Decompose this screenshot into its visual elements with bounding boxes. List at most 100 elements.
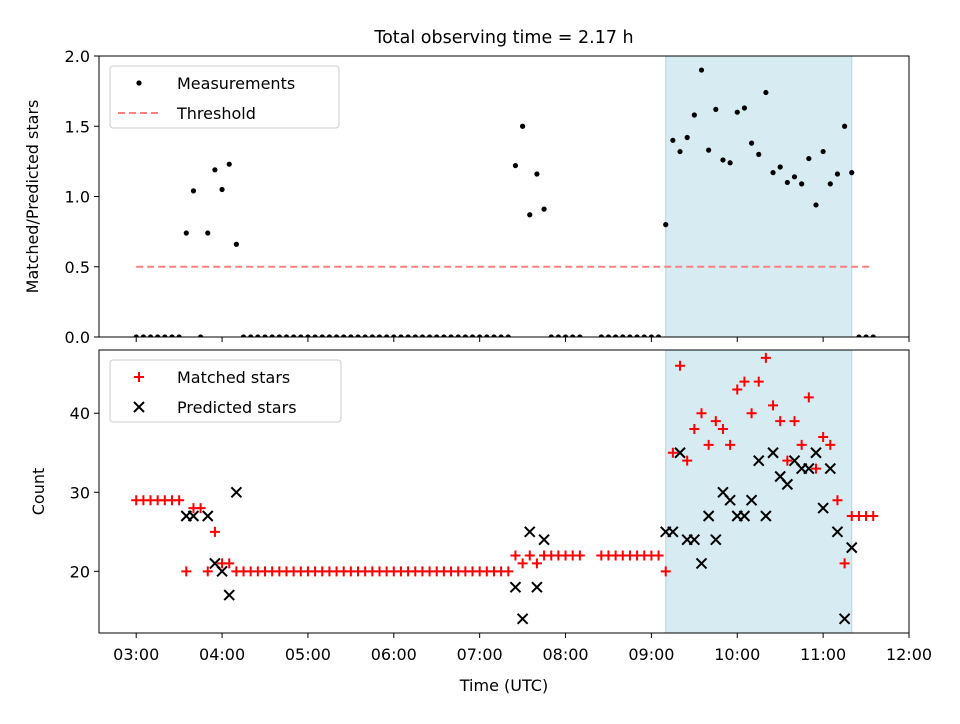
plot-area [131,352,879,625]
matched-stars-point [195,503,206,514]
measurements-point [226,161,232,167]
y-tick-label: 1.5 [65,117,90,136]
legend-label: Matched stars [177,368,290,387]
measurements-point [734,109,740,115]
predicted-stars-point [745,494,758,506]
predicted-stars-point [674,447,686,459]
measurements-point [176,334,182,337]
predicted-stars-point [223,589,235,601]
matched-stars-point [682,455,693,466]
matched-stars-point [832,495,843,506]
measurements-point [634,334,640,337]
matched-stars-point [782,455,793,466]
matched-stars-point [732,384,743,395]
matched-stars-point [703,439,714,450]
measurements-point [663,222,669,228]
measurements-point [140,334,146,337]
measurements-point [412,334,418,337]
predicted-stars-point [781,478,794,491]
y-tick-label: 1.0 [65,188,90,207]
matched-stars-point [209,526,220,537]
measurements-point [613,334,619,337]
predicted-stars-point [538,534,550,546]
predicted-stars-point [831,526,844,538]
measurements-point [233,241,239,247]
measurements-point [219,186,225,193]
predicted-stars-point [688,534,701,546]
axes-frame [98,349,910,634]
matched-stars-point [503,566,514,577]
plot-area [133,67,876,337]
predicted-stars-point [846,541,858,554]
matched-stars-point [717,424,728,435]
measurements-point [376,334,383,337]
measurements-point [169,334,175,337]
legend-label: Predicted stars [177,398,297,417]
measurements-point [627,334,633,337]
matched-stars-point [710,416,721,427]
measurements-point [727,160,733,166]
legend-label: Measurements [177,74,295,93]
matched-stars-point [753,376,764,387]
measurements-point [398,334,404,337]
matched-stars-point [174,495,185,506]
matched-stars-point [739,376,750,387]
measurements-point [706,147,712,153]
measurements-point [748,140,755,146]
measurements-point [319,334,325,337]
legend-box [109,65,340,129]
measurements-point [827,181,833,187]
measurements-point [856,334,862,337]
measurements-point [713,106,719,112]
matched-stars-point [789,416,800,427]
measurements-point [305,334,311,337]
measurements-point [806,155,812,162]
predicted-stars-point [753,454,765,467]
measurements-point [670,137,676,143]
predicted-stars-point [724,494,736,506]
matched-stars-point [181,566,192,577]
measurements-point [577,334,583,337]
x-tick-label: 12:00 [886,645,932,664]
matched-stars-point [796,439,807,450]
predicted-stars-point [667,526,679,538]
matched-stars-point [818,431,829,442]
measurements-point [355,334,361,337]
measurements-point [434,334,440,337]
predicted-stars-point [516,613,529,625]
measurements-point [462,334,468,337]
y-tick-label: 2.0 [65,47,90,66]
predicted-stars-point [810,447,822,459]
matched-stars-point [224,558,235,569]
measurements-point [262,334,268,337]
legend-box [109,359,342,423]
x-tick-label: 03:00 [113,645,159,664]
predicted-stars-point [524,526,536,538]
measurements-point [791,174,798,180]
measurements-point [756,151,762,157]
bottom-panel: 20 30 40 03:00 04:00 05:00 06:00 07:00 08:00 09:0… [29,349,932,695]
measurements-point [240,334,247,337]
measurements-point [283,334,290,337]
measurements-point [849,170,855,176]
measurements-point [441,334,447,337]
matched-stars-point [725,439,736,450]
matched-stars-point [839,558,850,569]
matched-stars-point [760,352,771,363]
measurements-point [677,148,683,155]
measurements-point [484,334,490,337]
legend-measurements-marker [136,80,142,86]
y-axis-label: Matched/Predicted stars [23,100,42,294]
measurements-point [248,334,254,337]
measurements-point [684,134,690,141]
predicted-stars-point [509,581,522,593]
measurements-point [276,334,282,337]
observing-window-span [665,55,853,338]
x-tick-label: 04:00 [199,645,245,664]
predicted-stars-point [817,502,829,514]
measurements-point [498,334,504,337]
measurements-point [655,334,662,337]
measurements-point [605,334,612,337]
measurements-point [183,230,189,236]
